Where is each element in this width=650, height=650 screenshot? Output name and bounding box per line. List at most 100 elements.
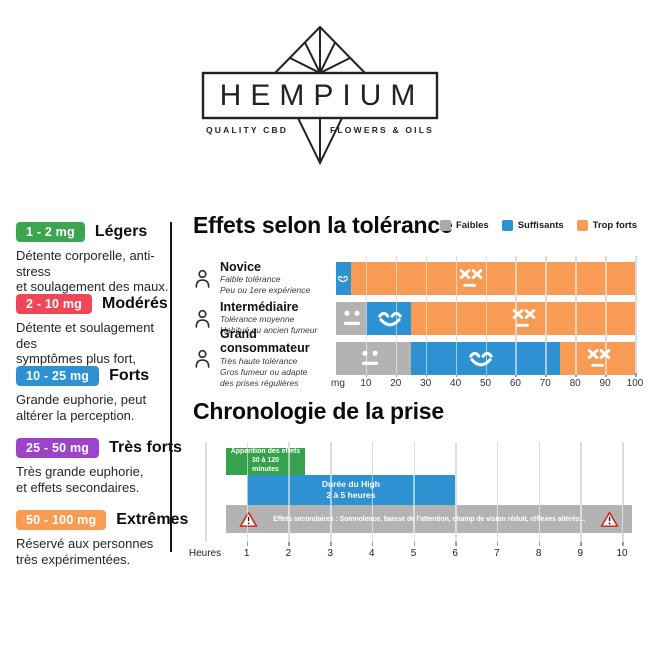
gridline [580,442,582,542]
dosage-description: Réservé aux personnes très expérimentées… [16,536,154,567]
happy-face-icon [469,351,493,366]
axis-tick-label: 2 [285,548,292,559]
logo-ray [319,41,336,74]
axis-tick [605,373,607,377]
happy-face-icon [378,311,402,326]
dosage-sidebar: 1 - 2 mg Légers Détente corporelle, anti… [16,222,188,582]
axis-tick-label: 60 [509,378,521,389]
tolerance-bar-row [336,262,635,295]
warning-icon [239,511,258,527]
gridline-overlay [515,342,517,375]
logo-diamond-edge [274,26,321,74]
gridline-overlay [288,448,290,475]
timeline-bar: Apparition des effets 30 à 120 minutes [225,448,306,475]
gridline-overlay [425,262,428,295]
legend-swatch [501,220,513,231]
bar-segment [336,302,366,335]
axis-tick-label: 90 [599,378,611,389]
tolerance-chart-title: Effets selon la tolérance [193,212,453,238]
warning-icon [600,511,619,527]
profile-name: Intermédiaire [220,299,299,314]
gridline-overlay [246,475,249,505]
vertical-divider [170,222,172,552]
gridline-overlay [605,342,607,375]
gridline-overlay [288,475,290,505]
tolerance-bar-row [336,342,635,375]
legend-item: Trop forts [576,220,637,231]
gridline-overlay [545,342,547,375]
axis-tick [330,542,332,546]
axis-tick-label: 10 [360,378,372,389]
dosage-badge: 50 - 100 mg [16,510,107,530]
dead-face-icon [587,348,611,367]
gridline-overlay [365,342,368,375]
gridline-overlay [371,475,374,505]
gridline-overlay [575,342,577,375]
axis-tick [288,542,290,546]
axis-tick [635,373,637,377]
tolerance-row-label: Novice Faible tolérance Peu ou 1ere expér… [193,260,334,295]
dosage-item-moderes: 2 - 10 mg Modérés Détente et soulagement… [16,294,176,382]
legend-label: Trop forts [592,220,637,231]
gridline-overlay [455,262,458,295]
tolerance-chart: 10 20 30 40 50 60 70 80 90 100 mg Novice Faible tolé… [193,256,643,398]
profile-name: Grand consommateur [220,327,310,355]
gridline [205,442,207,542]
gridline-overlay [395,262,398,295]
axis-unit-label: mg [331,378,345,389]
logo-ray [319,57,351,74]
timeline-bar-text: Durée du High 2 à 5 heures [321,478,380,500]
axis-tick-label: 1 [243,548,250,559]
gridline-overlay [515,262,517,295]
gridline-overlay [330,475,332,505]
dosage-title: Extrêmes [116,511,189,528]
axis-tick-label: 7 [494,548,500,559]
axis-tick-label: 5 [410,548,417,559]
profile-subtext: Très haute tolérance Gros fumeur ou adap… [220,355,308,388]
logo-wordmark: HEMPIUM [220,79,425,112]
gridline [455,442,457,542]
legend-label: Suffisants [517,220,564,231]
dosage-badge: 1 - 2 mg [16,222,85,242]
gridline-overlay [288,505,290,533]
bar-segment [560,342,635,375]
axis-tick-label: 6 [452,548,458,559]
gridline-overlay [425,342,428,375]
dosage-title: Forts [109,367,150,384]
gridline [538,442,541,542]
logo-diamond-edge [319,26,366,74]
gridline-overlay [413,475,415,505]
axis-tick [395,373,398,377]
axis-tick [575,373,577,377]
gridline-overlay [395,342,398,375]
dosage-description: Grande euphorie, peut altérer la percept… [16,392,147,423]
logo-tagline-left: QUALITY CBD [206,125,288,135]
dosage-badge: 25 - 50 mg [16,438,100,458]
gridline [496,442,499,542]
axis-tick-label: 30 [420,378,432,389]
gridline-overlay [485,342,487,375]
gridline-overlay [365,302,368,335]
gridline-overlay [575,262,577,295]
gridline [635,256,637,373]
axis-tick [455,373,458,377]
timeline-chart: Apparition des effets 30 à 120 minutes Du… [189,440,639,566]
axis-tick [365,373,368,377]
hempium-logo: HEMPIUM QUALITY CBD FLOWERS & OILS [201,26,439,166]
bar-segment [410,302,635,335]
profile-subtext: Tolérance moyenne Habitué ou ancien fume… [220,314,318,336]
axis-tick-label: 80 [569,378,581,389]
tolerance-bar-row [336,302,635,335]
logo-tagline-right: FLOWERS & OILS [330,125,434,135]
axis-tick-label: 10 [616,548,628,559]
logo-ray [304,41,321,74]
dead-face-icon [513,308,536,327]
axis-tick [371,542,374,546]
dosage-description: Détente corporelle, anti-stress et soula… [16,248,169,295]
dosage-item-forts: 10 - 25 mg Forts Grande euphorie, peut a… [16,366,176,438]
logo-ray [289,57,321,74]
gridline-overlay [515,302,517,335]
gridline-overlay [246,448,249,475]
axis-tick [425,373,428,377]
axis-tick-label: 40 [450,378,462,389]
